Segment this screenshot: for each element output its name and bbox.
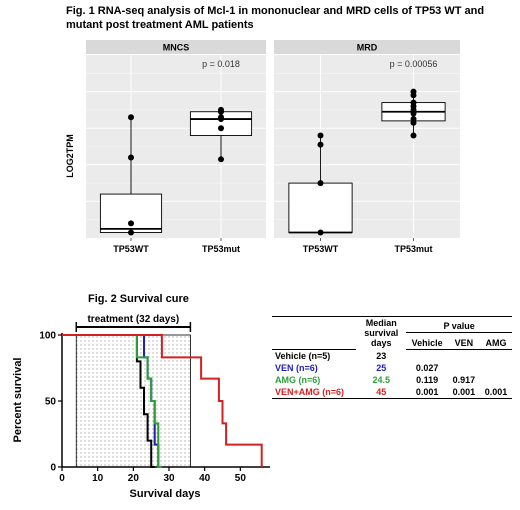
row-p-vehicle: 0.001: [406, 385, 448, 399]
x-tick-label: 10: [92, 473, 104, 484]
header-blank-2: [272, 332, 357, 350]
data-point: [128, 229, 134, 236]
data-point: [128, 154, 134, 161]
x-tick-label: 0: [59, 473, 65, 484]
data-point: [317, 141, 324, 148]
treatment-window: [75, 334, 191, 468]
panel-strip: [274, 40, 460, 54]
row-p-amg: 0.001: [479, 385, 512, 399]
row-p-ven: 0.001: [447, 385, 480, 399]
row-p-ven: [448, 362, 480, 374]
p-value-annotation: p = 0.00056: [390, 59, 438, 69]
header-ven: VEN: [447, 332, 480, 350]
survival-curves: [62, 334, 263, 468]
x-tick-label: TP53WT: [303, 244, 339, 254]
survival-curve: [62, 334, 162, 468]
y-tick-label: 0: [50, 463, 56, 474]
panel-mncs: MNCS p = 0.018 TP53WT TP53mut: [86, 40, 266, 254]
header-amg: AMG: [479, 332, 512, 350]
row-median: 23: [376, 350, 387, 361]
x-tick-label: 50: [235, 473, 247, 484]
figure2-survival-plot: treatment (32 days) 0102030405060050100 …: [12, 314, 270, 500]
row-label: Vehicle (n=5): [275, 350, 331, 361]
fig2-xlabel: Survival days: [130, 488, 201, 500]
data-point: [128, 220, 134, 227]
row-label: VEN (n=6): [275, 362, 318, 373]
panel-strip: [86, 40, 266, 54]
x-tick-label: TP53WT: [113, 244, 149, 254]
header-vehicle: Vehicle: [406, 332, 448, 350]
figure1-title: Fig. 1 RNA-seq analysis of Mcl-1 in mono…: [66, 5, 485, 31]
row-p-ven: [448, 349, 480, 362]
survival-stats-table: Median survival days P value Vehicle VEN…: [272, 315, 512, 399]
data-point: [317, 132, 324, 139]
table-row: AMG (n=6) 24.5 0.119 0.917: [272, 374, 512, 386]
fig1-ylabel: LOG2TPM: [65, 134, 75, 178]
row-median: 25: [376, 362, 387, 373]
table-row: VEN (n=6) 25 0.027: [272, 362, 512, 374]
box: [288, 182, 353, 233]
survival-curve: [62, 334, 263, 467]
x-tick-label: 20: [128, 473, 140, 484]
header-pvalue: P value: [406, 315, 512, 334]
data-point: [128, 114, 134, 121]
figure2-title: Fig. 2 Survival cure: [88, 293, 189, 305]
row-p-amg: [480, 362, 512, 374]
row-label: AMG (n=6): [275, 374, 321, 385]
data-point: [317, 180, 324, 187]
row-label: VEN+AMG (n=6): [272, 385, 357, 399]
panel-strip-label: MRD: [357, 43, 378, 53]
survival-axes: 0102030405060050100: [39, 331, 270, 484]
row-p-vehicle: 0.119: [416, 374, 439, 385]
row-p-ven: 0.917: [452, 374, 476, 385]
x-tick-label: 30: [163, 473, 175, 484]
panel-strip-label: MNCS: [163, 43, 190, 53]
data-point: [317, 229, 324, 236]
box: [99, 193, 163, 233]
data-point: [218, 125, 224, 132]
p-value-annotation: p = 0.018: [202, 59, 240, 69]
data-point: [410, 99, 417, 106]
data-point: [410, 88, 417, 95]
data-point: [218, 106, 224, 113]
y-tick-label: 100: [39, 331, 56, 342]
panel-mrd: MRD p = 0.00056 TP53WT TP53mut: [274, 40, 460, 254]
fig2-ylabel: Percent survival: [12, 358, 24, 443]
row-p-amg: [480, 349, 512, 362]
row-median: 45: [356, 385, 407, 399]
data-point: [410, 132, 417, 139]
x-tick-label: TP53mut: [202, 244, 240, 254]
row-p-vehicle: [406, 349, 448, 362]
data-point: [410, 116, 417, 123]
table-row: Vehicle (n=5) 23: [272, 349, 512, 362]
header-median: Median survival days: [356, 316, 407, 349]
header-blank: [272, 315, 357, 333]
table-row: VEN+AMG (n=6) 45 0.001 0.001 0.001: [272, 385, 512, 399]
y-tick-label: 50: [45, 397, 57, 408]
x-tick-label: 40: [199, 473, 211, 484]
data-point: [218, 156, 224, 163]
figure1-boxplots: LOG2TPM MNCS p = 0.018 TP53WT TP53mut MRD p …: [65, 40, 460, 254]
data-point: [218, 114, 224, 121]
row-p-amg: [480, 374, 512, 386]
row-median: 24.5: [372, 374, 391, 385]
treatment-label: treatment (32 days): [87, 314, 179, 325]
row-p-vehicle: 0.027: [415, 362, 439, 373]
x-tick-label: TP53mut: [394, 244, 432, 254]
